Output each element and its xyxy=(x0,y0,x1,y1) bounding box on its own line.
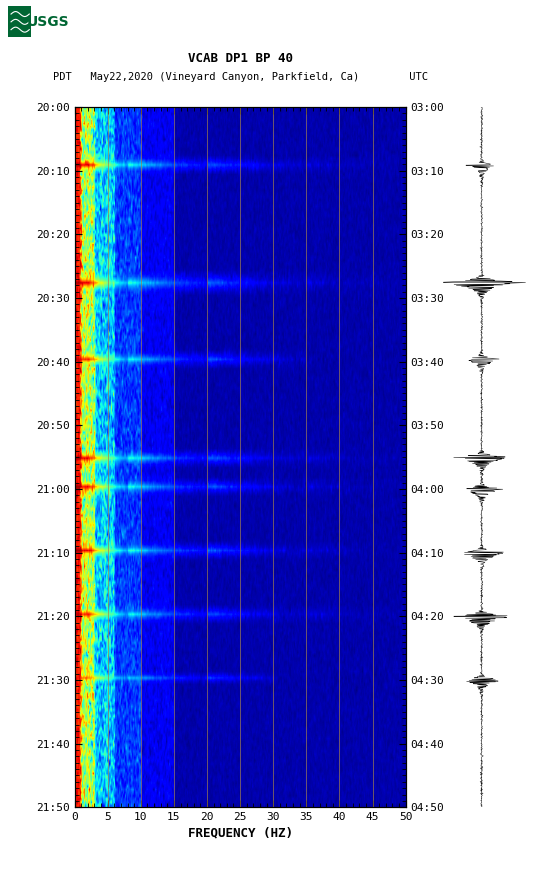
Text: PDT   May22,2020 (Vineyard Canyon, Parkfield, Ca)        UTC: PDT May22,2020 (Vineyard Canyon, Parkfie… xyxy=(52,71,428,82)
Text: USGS: USGS xyxy=(26,15,70,29)
Text: VCAB DP1 BP 40: VCAB DP1 BP 40 xyxy=(188,53,293,65)
X-axis label: FREQUENCY (HZ): FREQUENCY (HZ) xyxy=(188,826,293,839)
